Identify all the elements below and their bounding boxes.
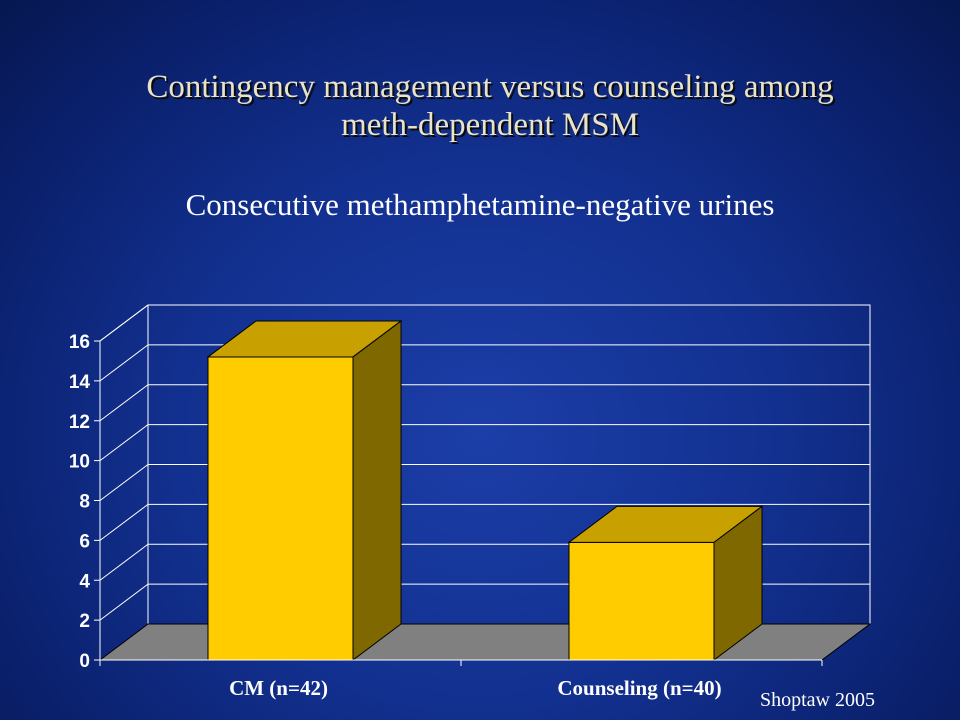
gridline (99, 503, 870, 541)
x-tick-label: Counseling (n=40) (557, 676, 721, 700)
slide-title-line-1: Contingency management versus counseling… (146, 69, 834, 105)
slide-title-line-2: meth-dependent MSM (341, 107, 639, 143)
gridline (99, 344, 870, 382)
y-tick-label: 6 (79, 531, 90, 552)
x-tick-label: CM (n=42) (229, 676, 328, 700)
gridline (99, 384, 870, 422)
y-tick-label: 4 (79, 571, 90, 592)
y-tick-label: 10 (69, 452, 90, 473)
chart-subtitle: Consecutive methamphetamine-negative uri… (185, 187, 775, 222)
y-tick-label: 0 (79, 651, 90, 672)
gridline (99, 464, 870, 501)
bar-side (713, 505, 763, 661)
y-tick-label: 2 (79, 611, 90, 632)
bar-front (207, 356, 354, 661)
y-tick-label: 14 (69, 372, 91, 393)
gridline (99, 424, 870, 462)
bar-front (568, 541, 715, 661)
chart-bars (206, 319, 764, 661)
y-tick-label: 8 (79, 492, 90, 513)
y-tick-label: 12 (69, 412, 90, 433)
gridline (99, 304, 870, 342)
y-tick-label: 16 (69, 332, 90, 353)
chart-axes: 0 2 4 6 8 10 12 14 16 CM (n=42) Counseling (n=40) (69, 332, 823, 700)
slide-title: Contingency management versus counseling… (60, 68, 920, 144)
bar-side (352, 319, 402, 661)
citation: Shoptaw 2005 (760, 689, 875, 711)
